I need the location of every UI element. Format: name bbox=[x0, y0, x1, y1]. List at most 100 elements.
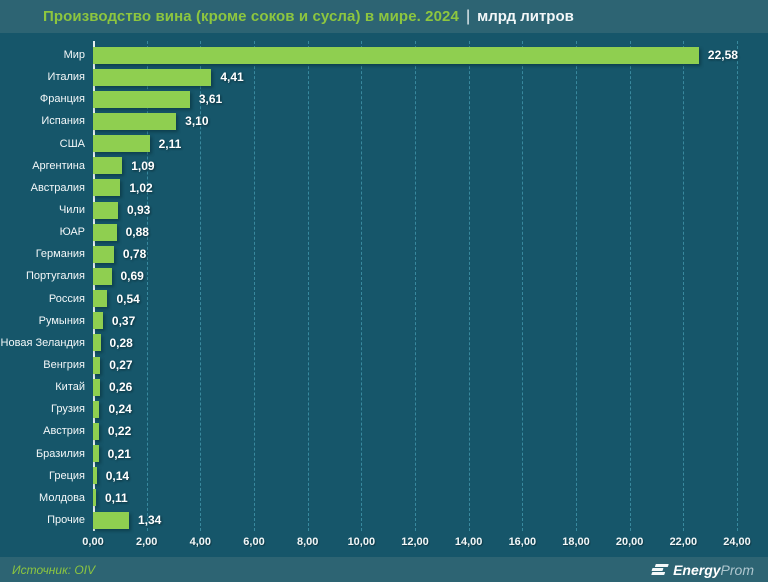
bar bbox=[93, 511, 129, 529]
bar-row: Мир 22,58 bbox=[0, 44, 768, 66]
x-tick-label: 0,00 bbox=[82, 536, 104, 548]
bar-row: Китай 0,26 bbox=[0, 376, 768, 398]
category-label: ЮАР bbox=[59, 226, 85, 239]
bar-track: 0,11 bbox=[93, 487, 737, 509]
value-label: 2,11 bbox=[158, 136, 182, 151]
bar bbox=[93, 422, 99, 440]
bar-row: Чили 0,93 bbox=[0, 199, 768, 221]
bar-track: 0,78 bbox=[93, 243, 737, 265]
bar-row: Молдова 0,11 bbox=[0, 487, 768, 509]
bar-track: 0,14 bbox=[93, 465, 737, 487]
category-label: Бразилия bbox=[35, 447, 85, 460]
bar-track: 0,24 bbox=[93, 398, 737, 420]
chart-unit: млрд литров bbox=[477, 8, 574, 25]
bar bbox=[93, 312, 103, 330]
bar-row: Испания 3,10 bbox=[0, 110, 768, 132]
gridline bbox=[307, 41, 309, 531]
bar-row: Румыния 0,37 bbox=[0, 310, 768, 332]
bar-track: 0,21 bbox=[93, 443, 737, 465]
value-label: 0,28 bbox=[109, 335, 133, 350]
category-label: Австрия bbox=[43, 425, 85, 438]
energyprom-logo-icon bbox=[650, 564, 669, 575]
bar-track: 0,69 bbox=[93, 265, 737, 287]
category-label: Греция bbox=[49, 469, 85, 482]
gridline bbox=[522, 41, 524, 531]
category-label: Молдова bbox=[39, 491, 85, 504]
bar-row: ЮАР 0,88 bbox=[0, 221, 768, 243]
gridline bbox=[468, 41, 470, 531]
bar bbox=[93, 68, 212, 86]
gridline bbox=[361, 41, 363, 531]
bar-track: 0,93 bbox=[93, 199, 737, 221]
value-label: 1,34 bbox=[137, 513, 162, 528]
bar bbox=[93, 112, 177, 130]
value-label: 0,37 bbox=[111, 313, 136, 328]
category-label: Россия bbox=[48, 292, 85, 305]
bar-row: Бразилия 0,21 bbox=[0, 443, 768, 465]
value-label: 3,10 bbox=[185, 114, 209, 129]
bar-row: Германия 0,78 bbox=[0, 243, 768, 265]
value-label: 4,41 bbox=[220, 70, 244, 85]
value-label: 0,54 bbox=[116, 291, 140, 306]
category-label: США bbox=[59, 137, 85, 150]
bar bbox=[93, 46, 699, 64]
x-tick-label: 6,00 bbox=[243, 536, 265, 548]
value-label: 0,21 bbox=[107, 446, 131, 461]
bar-track: 0,28 bbox=[93, 332, 737, 354]
x-tick-label: 4,00 bbox=[189, 536, 212, 548]
value-label: 1,09 bbox=[131, 158, 155, 173]
bar-track: 3,10 bbox=[93, 110, 737, 132]
brand-name-bold: Energy bbox=[673, 561, 721, 578]
gridline bbox=[146, 41, 148, 531]
category-label: Чили bbox=[58, 204, 85, 217]
bar-track: 0,88 bbox=[93, 221, 737, 243]
bar bbox=[93, 445, 99, 463]
bar bbox=[93, 135, 150, 153]
category-label: Румыния bbox=[38, 314, 85, 327]
bar-track: 3,61 bbox=[93, 88, 737, 110]
bar bbox=[93, 290, 108, 308]
category-label: Германия bbox=[35, 248, 85, 261]
bar-track: 0,37 bbox=[93, 310, 737, 332]
category-label: Австралия bbox=[30, 181, 85, 194]
gridline bbox=[254, 41, 255, 531]
bar bbox=[93, 400, 100, 418]
bar-track: 0,26 bbox=[93, 376, 737, 398]
bar-track: 1,09 bbox=[93, 155, 737, 177]
category-label: Китай bbox=[55, 381, 85, 394]
value-label: 0,14 bbox=[105, 468, 130, 483]
value-label: 1,02 bbox=[129, 180, 153, 195]
value-label: 0,22 bbox=[107, 424, 132, 439]
gridline bbox=[576, 41, 577, 531]
bar-row: Новая Зеландия 0,28 bbox=[0, 332, 768, 354]
bar-row: Италия 4,41 bbox=[0, 66, 768, 88]
bar-row: Португалия 0,69 bbox=[0, 265, 768, 287]
category-label: Грузия bbox=[51, 403, 85, 416]
bar bbox=[93, 223, 117, 241]
category-label: Аргентина bbox=[32, 159, 85, 172]
category-label: Венгрия bbox=[43, 359, 85, 372]
bar-row: Прочие 1,34 bbox=[0, 509, 768, 531]
value-label: 22,58 bbox=[707, 48, 738, 63]
value-label: 0,26 bbox=[108, 380, 133, 395]
brand-name-light: Prom bbox=[720, 561, 754, 578]
bar-track: 0,22 bbox=[93, 420, 737, 442]
x-tick-label: 16,00 bbox=[508, 536, 537, 548]
category-label: Франция bbox=[39, 93, 85, 106]
category-label: Португалия bbox=[26, 270, 85, 283]
category-label: Мир bbox=[63, 49, 85, 62]
bar bbox=[93, 90, 190, 108]
y-axis-line bbox=[93, 41, 95, 531]
footer: Источник: OIV EnergyProm bbox=[0, 557, 768, 582]
bar bbox=[93, 267, 112, 285]
value-label: 0,24 bbox=[108, 402, 132, 417]
gridline bbox=[200, 41, 202, 531]
value-label: 0,11 bbox=[104, 490, 128, 505]
bar bbox=[93, 245, 114, 263]
bar-track: 2,11 bbox=[93, 133, 737, 155]
chart-title: Производство вина (кроме соков и сусла) … bbox=[43, 8, 459, 25]
value-label: 0,27 bbox=[109, 358, 133, 373]
source-label: Источник: OIV bbox=[12, 562, 96, 577]
energyprom-logo: EnergyProm bbox=[650, 561, 754, 578]
bar-row: Австралия 1,02 bbox=[0, 177, 768, 199]
